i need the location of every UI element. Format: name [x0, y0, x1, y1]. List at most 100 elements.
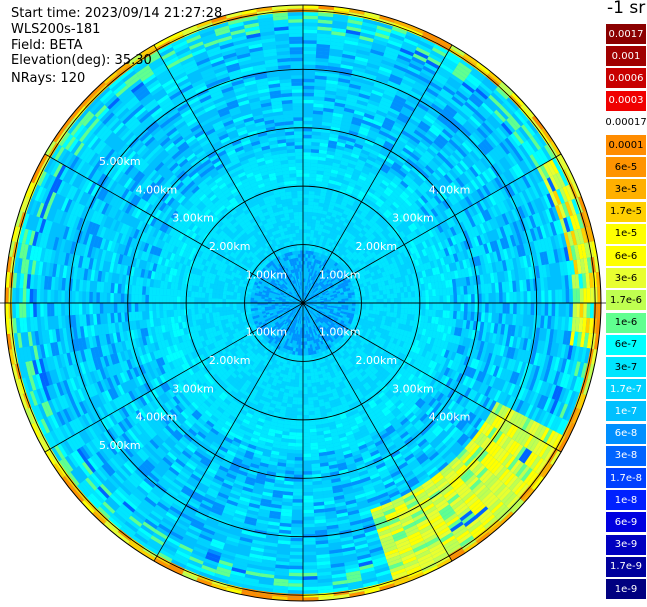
ppi-cell [464, 303, 468, 312]
ppi-cell [358, 214, 365, 221]
ppi-cell [590, 303, 594, 319]
ppi-cell [375, 136, 386, 144]
ppi-cell [434, 97, 448, 108]
ppi-cell [414, 147, 425, 156]
ppi-cell [326, 279, 331, 284]
ppi-cell [386, 225, 393, 233]
ppi-cell [464, 139, 475, 151]
ppi-cell [354, 243, 360, 249]
ppi-cell [376, 294, 380, 300]
ppi-cell [371, 251, 377, 258]
ppi-cell [464, 155, 475, 167]
ppi-cell [360, 254, 366, 260]
ppi-cell [363, 112, 375, 120]
ppi-cell [523, 122, 536, 137]
ppi-cell [558, 303, 563, 317]
ppi-cell [495, 292, 500, 303]
ppi-cell [501, 102, 514, 116]
ppi-cell [373, 116, 385, 124]
ppi-cell [373, 237, 380, 244]
ppi-cell [358, 190, 367, 197]
ppi-cell [303, 106, 314, 111]
ppi-cell [335, 199, 342, 205]
ppi-cell [436, 303, 440, 311]
ppi-cell [392, 211, 400, 219]
ppi-cell [307, 383, 312, 387]
ppi-cell [371, 165, 381, 173]
ppi-cell [311, 261, 314, 266]
ppi-cell [340, 249, 345, 254]
ppi-cell [448, 76, 462, 88]
ppi-cell [350, 175, 359, 182]
ppi-cell [496, 107, 509, 120]
ppi-cell [307, 286, 310, 290]
ppi-cell [471, 294, 475, 303]
ppi-cell [422, 192, 432, 202]
ppi-cell [422, 296, 426, 303]
ppi-cell [348, 15, 364, 22]
ppi-cell [551, 303, 556, 317]
ppi-cell [410, 222, 418, 231]
ppi-cell [351, 297, 356, 301]
ppi-cell [308, 275, 311, 280]
ppi-cell [469, 70, 484, 83]
ppi-cell [344, 218, 351, 225]
ppi-cell [382, 211, 390, 219]
ppi-cell [461, 81, 476, 94]
ppi-cell [450, 44, 466, 56]
ppi-cell [367, 187, 376, 195]
ppi-cell [375, 310, 380, 316]
ppi-cell [406, 31, 422, 41]
ppi-cell [500, 81, 514, 95]
ppi-cell [303, 71, 316, 76]
ppi-cell [403, 37, 419, 47]
ppi-cell [362, 116, 374, 123]
ppi-cell [318, 253, 322, 258]
ppi-cell [313, 198, 320, 203]
ppi-cell [320, 217, 326, 222]
ppi-cell [455, 112, 468, 124]
ppi-cell [435, 181, 445, 191]
ppi-cell [428, 309, 433, 317]
ppi-cell [310, 439, 318, 443]
ppi-cell [304, 289, 306, 293]
ppi-cell [562, 303, 566, 317]
ppi-cell [446, 295, 451, 303]
ppi-cell [463, 311, 468, 321]
ppi-cell [368, 55, 383, 63]
ppi-cell [303, 96, 314, 100]
ppi-cell [402, 228, 409, 237]
ppi-cell [322, 280, 327, 285]
ppi-cell [345, 203, 353, 210]
ppi-cell [401, 164, 412, 173]
ppi-cell [368, 242, 374, 248]
ppi-cell [379, 245, 386, 252]
ppi-cell [350, 218, 357, 224]
ppi-cell [379, 311, 384, 316]
ppi-cell [366, 303, 370, 307]
ppi-cell [464, 294, 468, 303]
ppi-cell [358, 223, 365, 230]
ppi-cell [330, 169, 339, 175]
ppi-cell [464, 101, 477, 113]
ppi-cell [406, 185, 415, 194]
ppi-cell [313, 251, 317, 256]
ppi-cell [354, 184, 362, 191]
ppi-cell [355, 253, 361, 259]
ppi-cell [416, 78, 430, 88]
ppi-cell [393, 175, 403, 184]
ppi-cell [362, 303, 367, 307]
ppi-cell [355, 305, 359, 309]
ppi-cell [306, 240, 310, 244]
ppi-cell [330, 198, 337, 203]
ppi-cell [303, 194, 309, 198]
ppi-cell [327, 208, 334, 213]
ppi-cell [439, 310, 443, 318]
ppi-cell [362, 257, 368, 263]
ppi-cell [303, 208, 308, 212]
ppi-cell [304, 264, 307, 269]
ppi-cell [445, 54, 460, 65]
ppi-cell [490, 92, 504, 105]
ppi-cell [303, 155, 311, 160]
ppi-cell [316, 283, 320, 288]
